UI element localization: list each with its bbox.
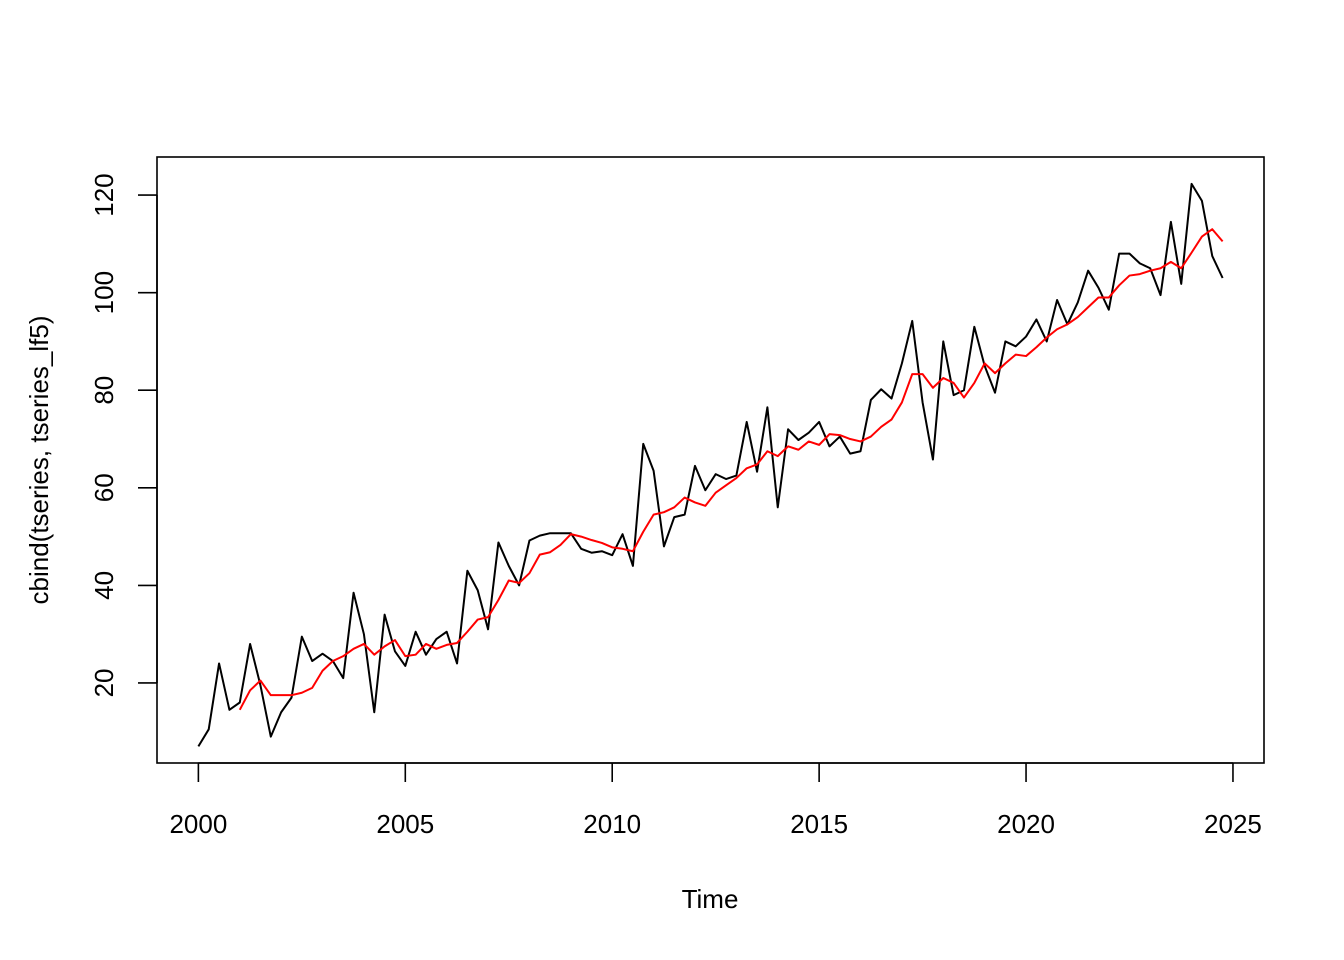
x-tick-label: 2025	[1204, 809, 1262, 839]
x-axis-label: Time	[682, 884, 739, 914]
y-axis: 20 40 60 80 100 120	[89, 173, 158, 698]
y-tick-label: 100	[89, 271, 119, 314]
series-line-2	[238, 228, 1224, 711]
series-line-1	[197, 182, 1224, 747]
x-tick-label: 2015	[790, 809, 848, 839]
x-axis: 2000 2005 2010 2015 2020 2025	[169, 762, 1262, 839]
y-tick-label: 20	[89, 669, 119, 698]
y-tick-label: 80	[89, 376, 119, 405]
x-tick-label: 2000	[169, 809, 227, 839]
y-tick-label: 60	[89, 473, 119, 502]
y-tick-label: 120	[89, 173, 119, 216]
x-tick-label: 2010	[583, 809, 641, 839]
y-axis-label: cbind(tseries, tseries_lf5)	[24, 316, 54, 605]
x-tick-label: 2020	[997, 809, 1055, 839]
x-tick-label: 2005	[376, 809, 434, 839]
y-tick-label: 40	[89, 571, 119, 600]
series-layer	[197, 182, 1224, 747]
